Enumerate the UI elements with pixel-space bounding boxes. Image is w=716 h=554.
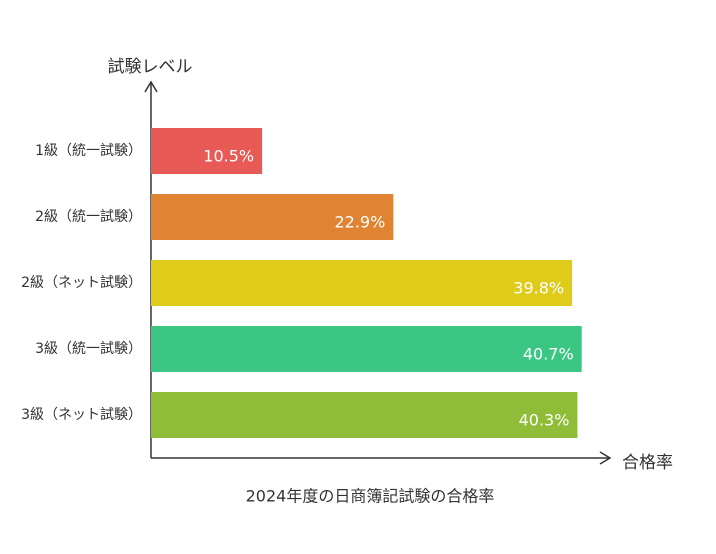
x-axis-label: 合格率 — [622, 453, 673, 473]
value-label: 40.7% — [523, 345, 574, 364]
y-tick-label: 2級（ネット試験） — [21, 275, 142, 291]
y-tick-label: 3級（ネット試験） — [21, 407, 142, 423]
value-label: 40.3% — [519, 411, 570, 430]
y-tick-label: 2級（統一試験） — [35, 209, 142, 225]
y-axis-label: 試験レベル — [108, 57, 193, 77]
value-label: 22.9% — [334, 213, 385, 232]
y-tick-label: 1級（統一試験） — [35, 143, 142, 159]
bar — [151, 260, 573, 306]
chart-title: 2024年度の日商簿記試験の合格率 — [246, 487, 495, 506]
bar — [151, 326, 582, 372]
value-label: 10.5% — [203, 147, 254, 166]
bar — [151, 128, 263, 174]
bar — [151, 194, 394, 240]
value-label: 39.8% — [513, 279, 564, 298]
x-axis-arrow — [599, 451, 612, 465]
y-tick-label: 3級（統一試験） — [35, 341, 142, 357]
bar — [151, 392, 578, 438]
y-axis-arrow — [144, 80, 158, 93]
